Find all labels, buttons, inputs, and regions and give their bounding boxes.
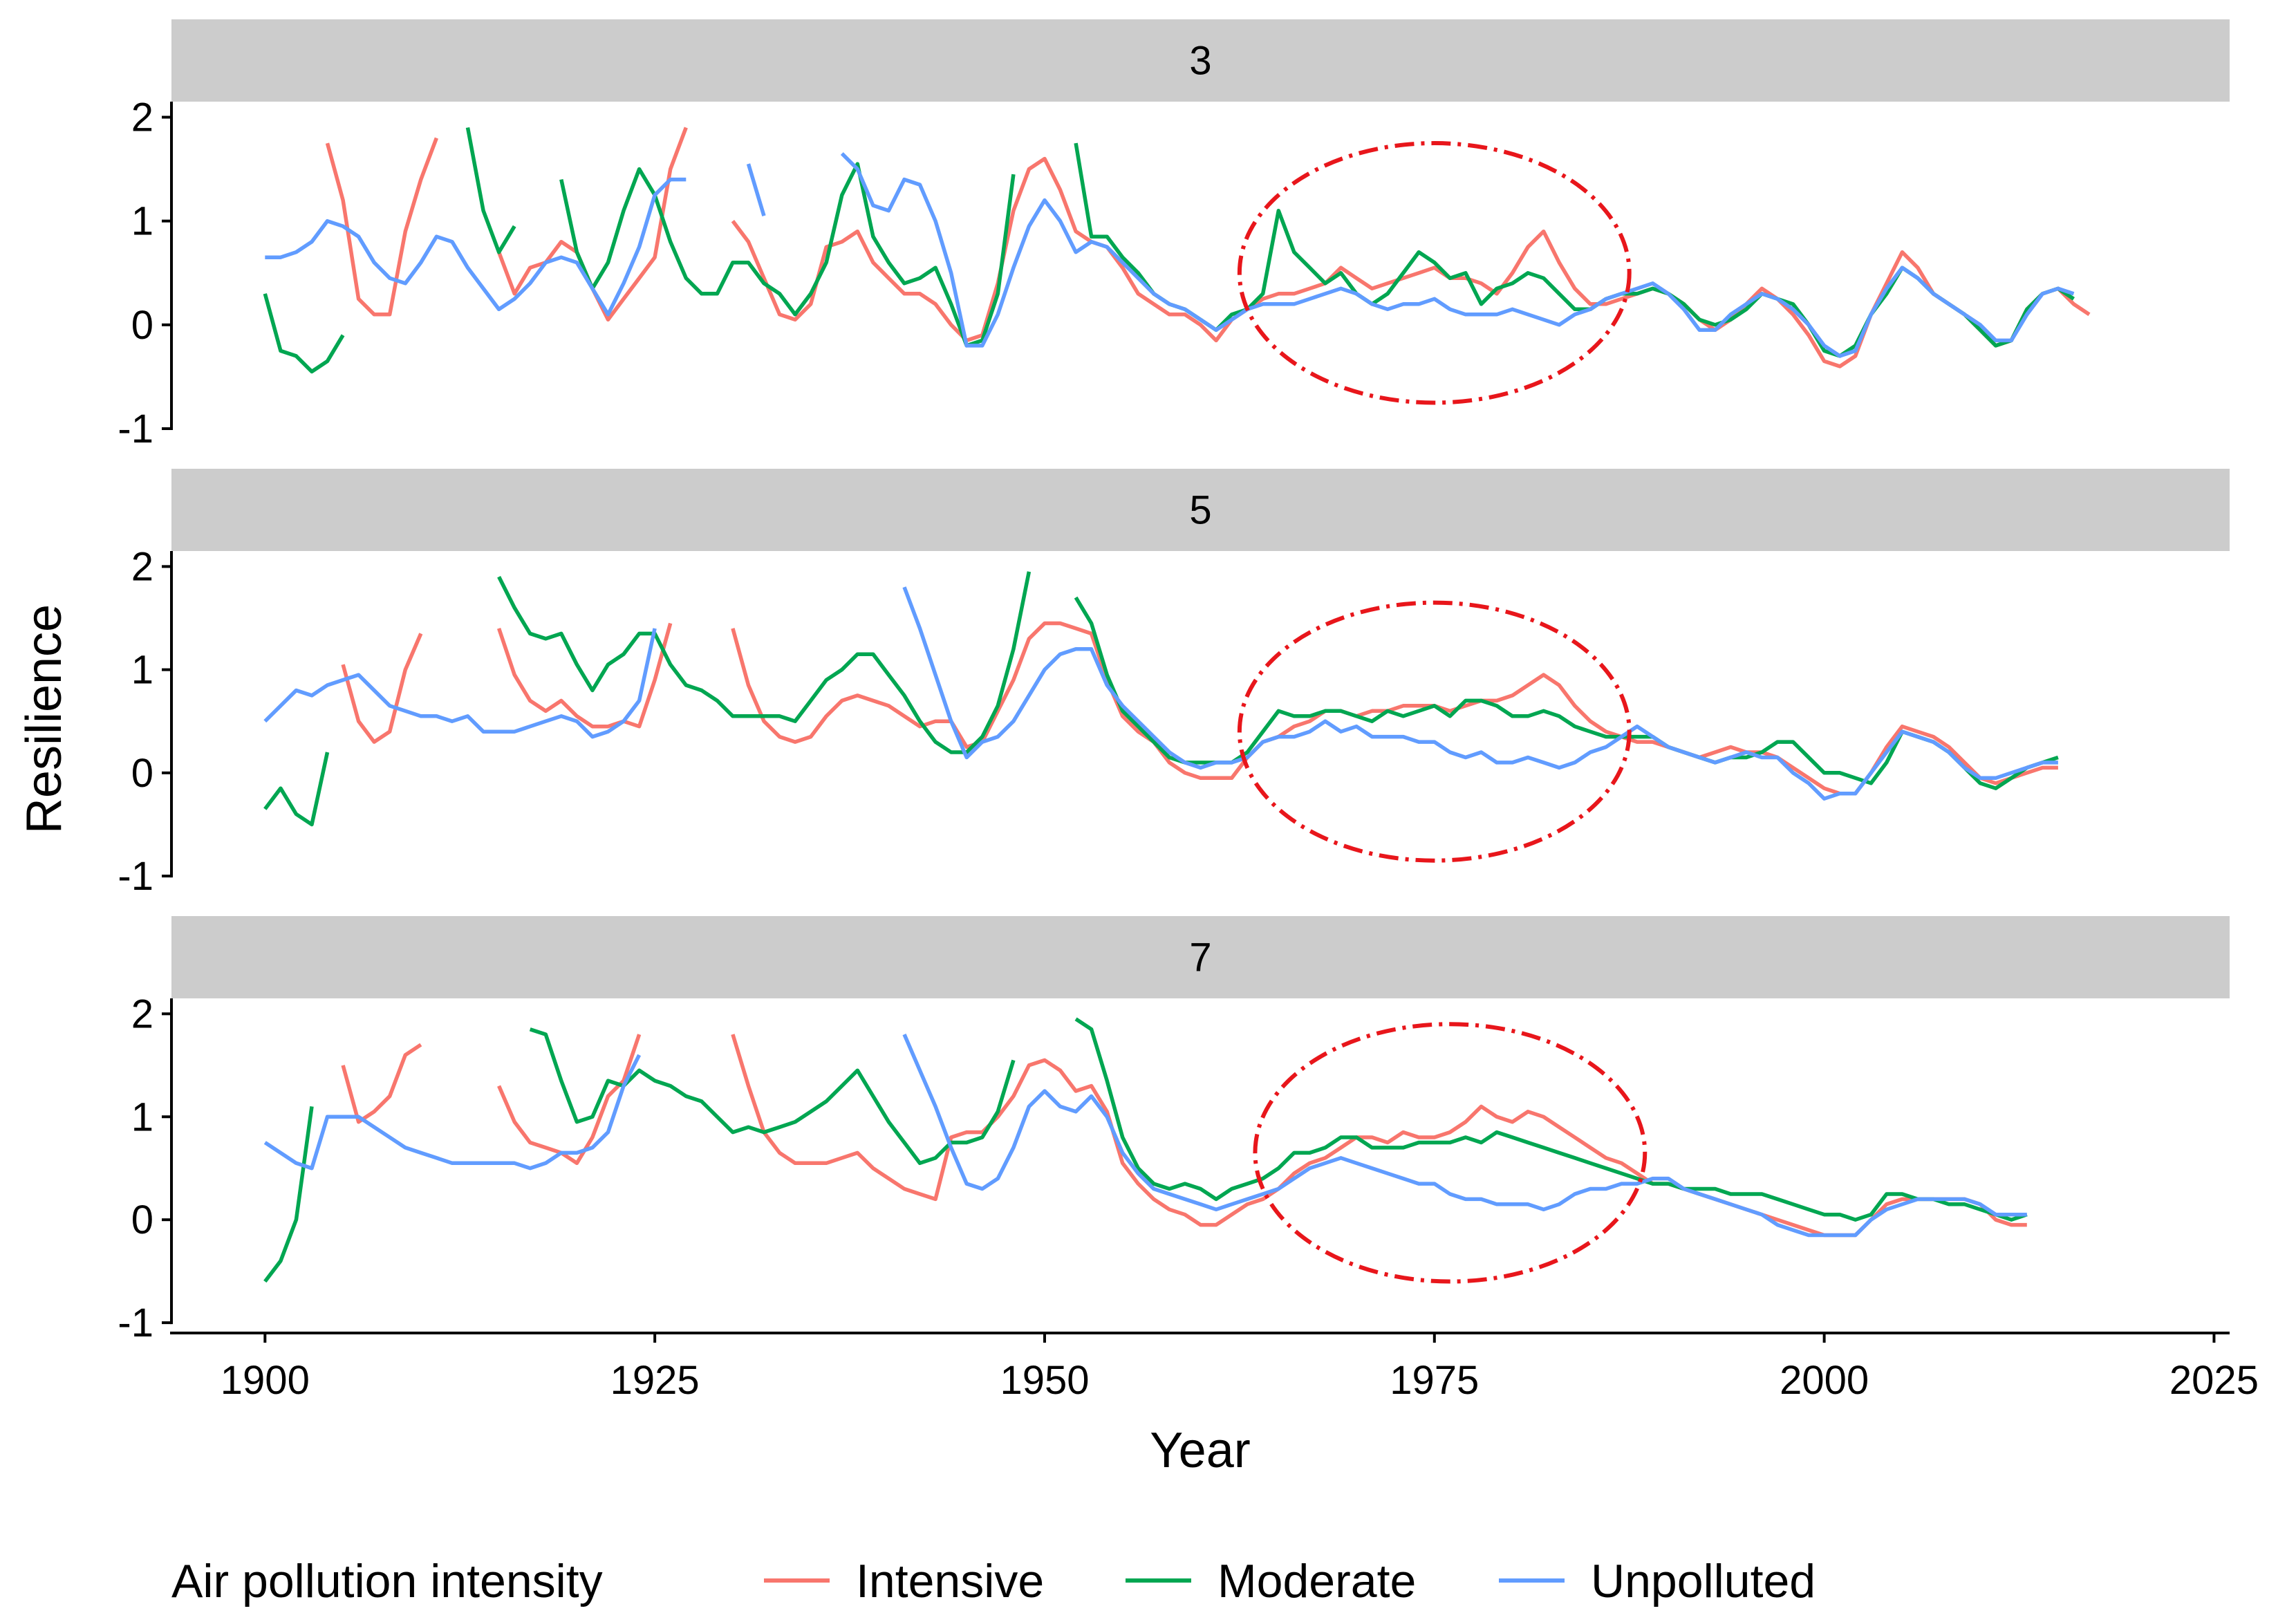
series-line-unpolluted (902, 586, 2058, 801)
series-line-moderate (559, 162, 1016, 348)
facet-strip (171, 916, 2230, 998)
y-tick-label: 0 (131, 303, 153, 348)
highlight-ellipse (1237, 600, 1632, 863)
series-line-moderate (465, 127, 516, 254)
legend-item-intensive: Intensive (764, 1555, 1044, 1607)
facet-strip-label: 3 (1189, 39, 1211, 84)
series-line-intensive (731, 621, 2058, 796)
facet-strip-label: 5 (1189, 488, 1211, 533)
legend-label: Moderate (1217, 1555, 1416, 1607)
facet-panels: 3 -1 0 1 2 5 -1 0 1 2 7 -1 0 1 2 (118, 19, 2230, 1345)
y-tick-label: 2 (131, 544, 153, 589)
series-line-intensive (341, 633, 423, 744)
series-line-intensive (497, 1034, 642, 1166)
series-line-unpolluted (265, 177, 687, 317)
series-line-unpolluted (840, 152, 2075, 358)
y-axis-title: Resilience (17, 604, 72, 834)
series-line-unpolluted (263, 1054, 642, 1171)
series-line-moderate (263, 293, 345, 374)
facet-panel-5: 5 -1 0 1 2 (118, 469, 2230, 899)
facet-strip (171, 469, 2230, 551)
series-line-moderate (497, 571, 1032, 754)
series-line-intensive (496, 622, 673, 729)
x-tick-label: 1975 (1390, 1358, 1479, 1403)
y-tick-label: 1 (131, 199, 153, 244)
legend-title: Air pollution intensity (171, 1555, 603, 1607)
highlight-ellipse (1253, 1022, 1648, 1284)
series-line-moderate (1074, 1017, 2028, 1222)
x-tick-label: 1925 (610, 1358, 700, 1403)
legend: Air pollution intensity Intensive Moderate… (171, 1555, 1816, 1607)
legend-label: Unpolluted (1591, 1555, 1816, 1607)
series-line-moderate (263, 1106, 314, 1283)
y-tick-label: 1 (131, 1094, 153, 1139)
series-line-intensive (341, 1043, 422, 1124)
facet-strip (171, 19, 2230, 102)
y-tick-label: -1 (118, 854, 153, 899)
legend-item-unpolluted: Unpolluted (1499, 1555, 1816, 1607)
x-tick-label: 1900 (221, 1358, 310, 1403)
y-tick-label: 2 (131, 991, 153, 1036)
series-line-unpolluted (263, 628, 657, 739)
x-tick-label: 1950 (1000, 1358, 1089, 1403)
legend-item-moderate: Moderate (1126, 1555, 1416, 1607)
legend-label: Intensive (856, 1555, 1044, 1607)
y-tick-label: -1 (118, 1301, 153, 1345)
series-line-moderate (263, 752, 330, 827)
y-tick-label: 1 (131, 648, 153, 693)
series-line-moderate (1074, 596, 2059, 790)
x-tick-label: 2025 (2169, 1358, 2259, 1403)
x-tick-label: 2000 (1780, 1358, 1869, 1403)
facet-panel-3: 3 -1 0 1 2 (118, 19, 2230, 451)
x-axis-title: Year (1150, 1423, 1250, 1478)
y-tick-label: 0 (131, 1197, 153, 1242)
y-tick-label: 0 (131, 751, 153, 796)
series-line-unpolluted (746, 163, 766, 216)
facet-strip-label: 7 (1189, 935, 1211, 980)
y-tick-label: 2 (131, 95, 153, 140)
facet-panel-7: 7 -1 0 1 2 (118, 916, 2230, 1345)
series-line-unpolluted (902, 1034, 2027, 1238)
y-tick-label: -1 (118, 407, 153, 451)
series-line-intensive (325, 137, 438, 317)
highlight-ellipse (1237, 141, 1632, 405)
x-axis: 1900 1925 1950 1975 2000 2025 (221, 1333, 2259, 1403)
series-line-intensive (731, 1034, 2027, 1238)
series-line-moderate (529, 1027, 1016, 1166)
